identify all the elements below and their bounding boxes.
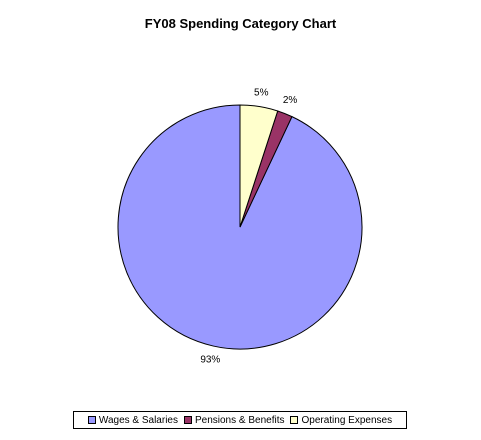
legend-item-operating: Operating Expenses: [290, 415, 392, 426]
slice-label-pensions: 2%: [283, 95, 298, 106]
chart-title: FY08 Spending Category Chart: [144, 16, 337, 31]
legend-swatch-operating: [290, 416, 299, 424]
legend-label-operating: Operating Expenses: [301, 414, 393, 426]
legend-item-wages: Wages & Salaries: [87, 414, 178, 426]
legend-label-pensions: Pensions & Benefits: [194, 414, 285, 426]
slice-label-wages: 93%: [200, 354, 220, 365]
legend: Wages & Salaries Pensions & Benefits Ope…: [73, 411, 407, 429]
pie-slice-operating: [239, 104, 279, 228]
legend-swatch-wages: [87, 416, 96, 424]
legend-label-wages: Wages & Salaries: [98, 414, 178, 426]
slice-label-operating: 5%: [254, 87, 269, 98]
legend-swatch-pensions: [183, 416, 192, 424]
legend-item-pensions: Pensions & Benefits: [183, 414, 285, 426]
